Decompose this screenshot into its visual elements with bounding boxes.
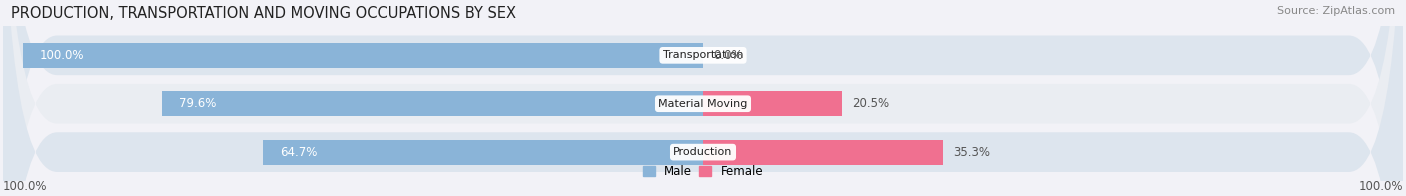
FancyBboxPatch shape: [3, 0, 1403, 196]
Bar: [703, 140, 943, 165]
Text: 0.0%: 0.0%: [713, 49, 742, 62]
Text: PRODUCTION, TRANSPORTATION AND MOVING OCCUPATIONS BY SEX: PRODUCTION, TRANSPORTATION AND MOVING OC…: [11, 6, 516, 21]
Bar: [22, 43, 703, 68]
FancyBboxPatch shape: [3, 0, 1403, 196]
Bar: [703, 91, 842, 116]
Text: Source: ZipAtlas.com: Source: ZipAtlas.com: [1277, 6, 1395, 16]
Text: 100.0%: 100.0%: [1358, 180, 1403, 193]
Text: Production: Production: [673, 147, 733, 157]
Text: 64.7%: 64.7%: [280, 146, 318, 159]
Text: 79.6%: 79.6%: [179, 97, 217, 110]
Bar: [263, 140, 703, 165]
Text: 100.0%: 100.0%: [41, 49, 84, 62]
Text: 20.5%: 20.5%: [852, 97, 890, 110]
FancyBboxPatch shape: [3, 0, 1403, 196]
Text: Transportation: Transportation: [662, 50, 744, 60]
Text: 35.3%: 35.3%: [953, 146, 990, 159]
Text: 100.0%: 100.0%: [3, 180, 48, 193]
Legend: Male, Female: Male, Female: [638, 161, 768, 183]
Text: Material Moving: Material Moving: [658, 99, 748, 109]
Bar: [162, 91, 703, 116]
